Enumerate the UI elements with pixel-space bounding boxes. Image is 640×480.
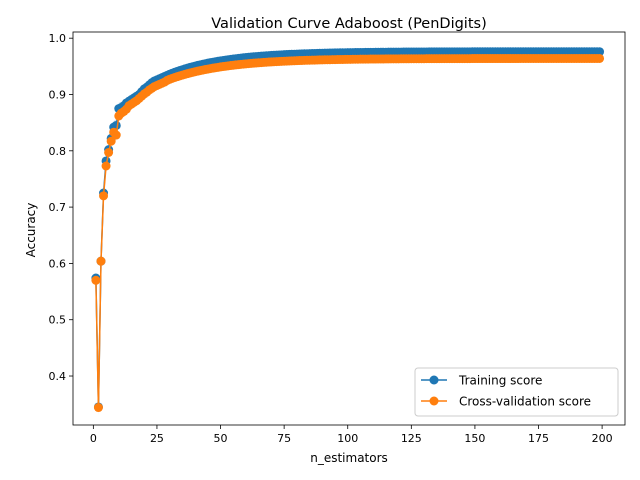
y-tick-label: 0.5 — [49, 314, 67, 327]
series-1-point — [93, 403, 103, 413]
y-axis-label: Accuracy — [24, 203, 38, 258]
series-1-point — [104, 147, 114, 157]
y-tick-label: 1.0 — [49, 32, 67, 45]
legend-cv-label: Cross-validation score — [459, 395, 591, 409]
y-tick-label: 0.8 — [49, 145, 67, 158]
chart-title: Validation Curve Adaboost (PenDigits) — [211, 16, 486, 32]
x-tick-label: 75 — [277, 432, 291, 445]
legend-cv-marker — [429, 396, 439, 406]
x-tick-label: 0 — [90, 432, 97, 445]
plot-frame — [72, 31, 626, 426]
x-tick-label: 100 — [337, 432, 358, 445]
x-tick-label: 125 — [401, 432, 422, 445]
series-layer — [91, 47, 605, 413]
y-tick-label: 0.7 — [49, 201, 67, 214]
series-1-point — [111, 130, 121, 140]
legend: Training score Cross-validation score — [414, 367, 619, 417]
legend-training-label: Training score — [458, 374, 542, 388]
series-1-point — [96, 256, 106, 266]
y-tick-label: 0.6 — [49, 257, 67, 270]
series-1-point — [91, 275, 101, 285]
x-tick-label: 25 — [150, 432, 164, 445]
series-1-point — [595, 53, 605, 63]
x-axis-label: n_estimators — [310, 451, 388, 465]
series-1-point — [106, 136, 116, 146]
y-tick-label: 0.4 — [49, 370, 67, 383]
series-0-point — [595, 47, 605, 57]
axes-layer: 0 25 50 75 100 125 150 175 200 0.4 0.5 0.6 0.7 0.8 0.9… — [49, 31, 626, 445]
x-tick-label: 150 — [464, 432, 485, 445]
y-tick-label: 0.9 — [49, 88, 67, 101]
series-1-point — [101, 161, 111, 171]
x-tick-label: 50 — [214, 432, 228, 445]
series-1-point — [99, 191, 109, 201]
legend-frame — [414, 367, 619, 417]
legend-training-marker — [429, 375, 439, 385]
x-tick-label: 175 — [528, 432, 549, 445]
x-tick-label: 200 — [592, 432, 613, 445]
